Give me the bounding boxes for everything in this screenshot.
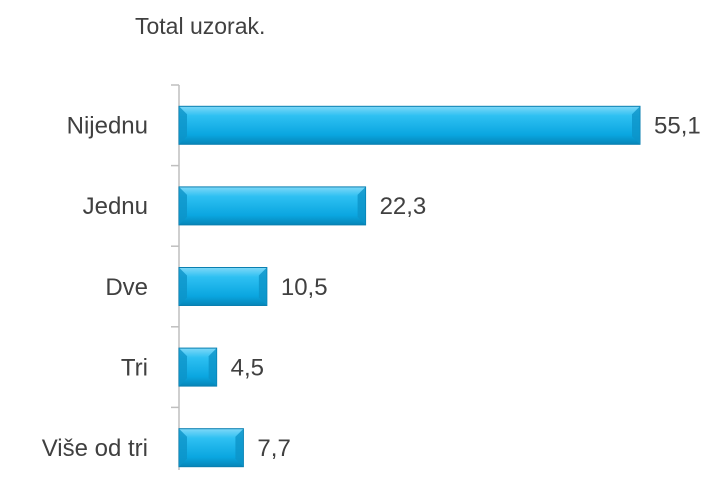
bar: [178, 267, 268, 306]
y-tick-label: Nijednu: [67, 113, 148, 140]
bar-bevel: [179, 106, 187, 145]
bar-bevel: [179, 267, 187, 306]
bar-bevel: [235, 428, 244, 467]
bar-bevel: [258, 267, 267, 306]
bar-bevel: [179, 348, 187, 387]
bar-bevel: [179, 186, 187, 225]
data-label: 10,5: [281, 274, 328, 301]
bar-bevel: [357, 186, 366, 225]
y-tick-label: Više od tri: [42, 435, 148, 462]
data-label: 7,7: [257, 435, 290, 462]
y-tick-label: Dve: [105, 274, 148, 301]
data-label: 22,3: [380, 193, 427, 220]
data-label: 55,1: [654, 113, 701, 140]
bar-bevel: [208, 348, 217, 387]
bar-bevel: [632, 106, 640, 145]
bar: [178, 428, 244, 468]
y-tick-label: Tri: [121, 354, 148, 381]
data-label: 4,5: [231, 354, 264, 381]
y-tick-label: Jednu: [83, 193, 148, 220]
bar-bevel: [179, 428, 187, 467]
bar: [178, 105, 641, 145]
chart-title: Total uzorak.: [135, 13, 265, 39]
bar: [178, 186, 367, 226]
